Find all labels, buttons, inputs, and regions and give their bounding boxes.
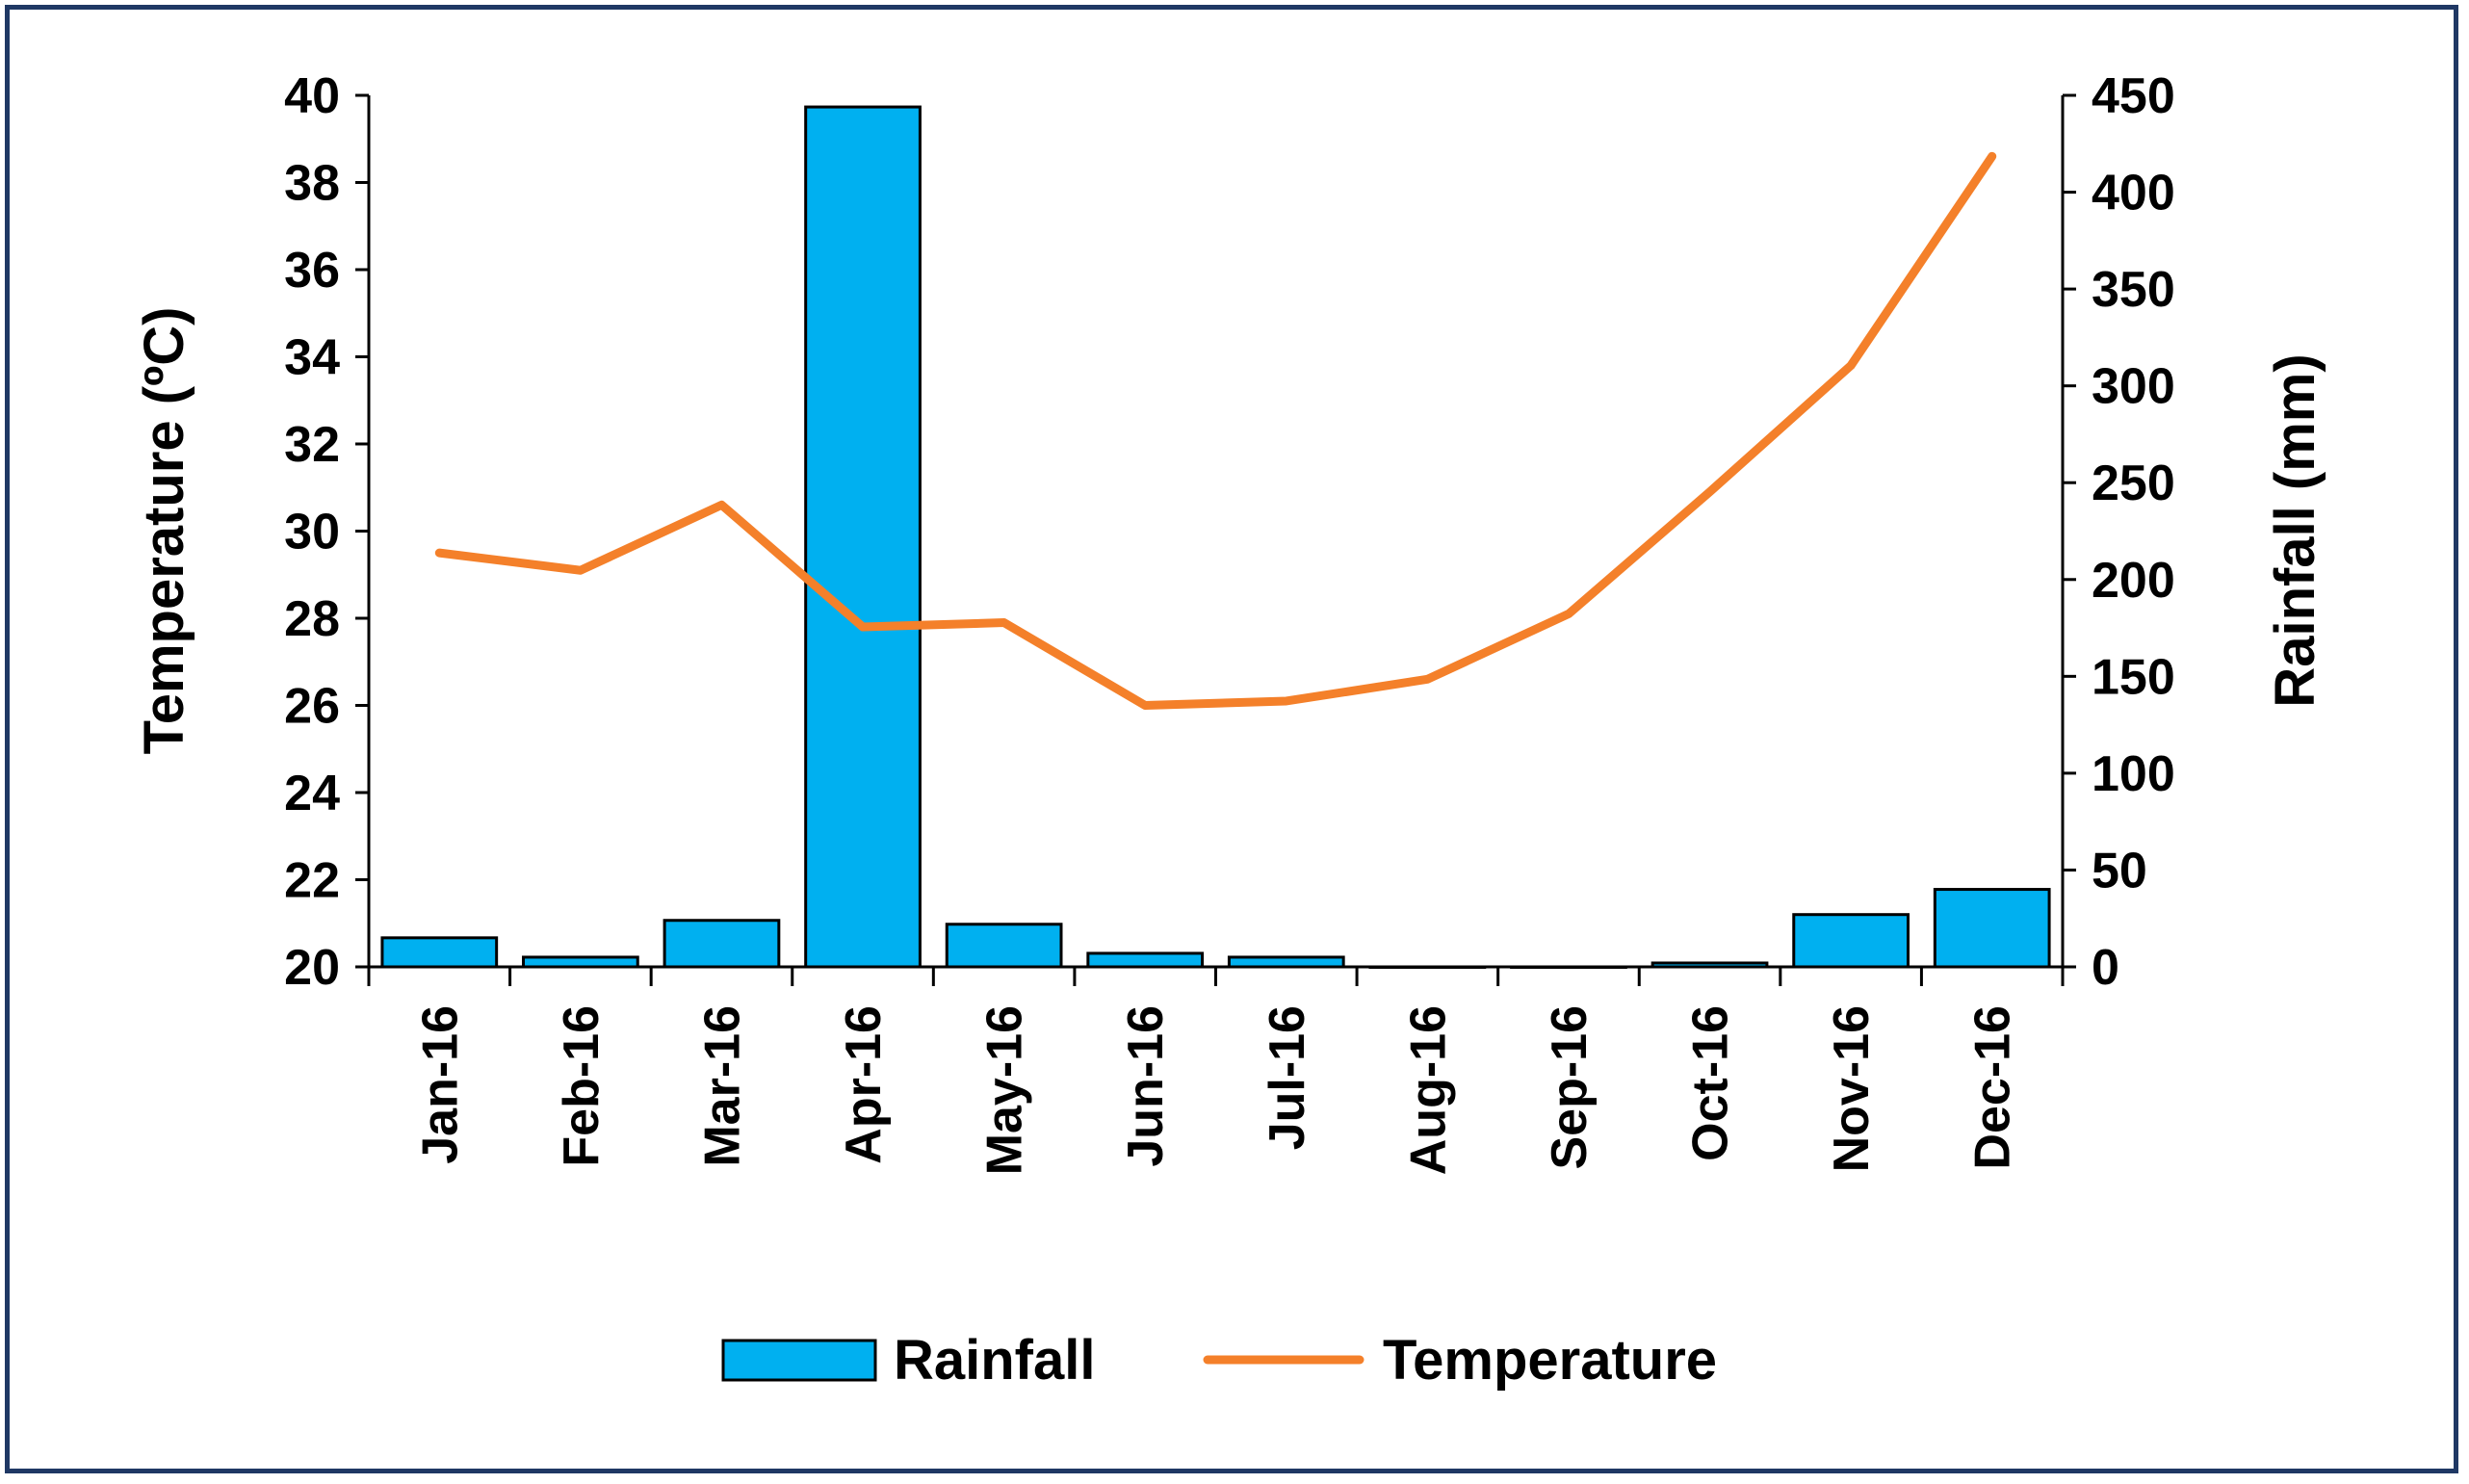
- left-tick-label: 26: [284, 679, 340, 735]
- x-tick-label: Jun-16: [1118, 1005, 1174, 1167]
- x-tick-label: Oct-16: [1683, 1005, 1739, 1161]
- left-tick-label: 28: [284, 591, 340, 647]
- left-axis-title: Temperature (ºC): [133, 307, 195, 755]
- left-tick-labels: 20 22 24 26 28 30 32 34 36 38 40: [284, 68, 340, 996]
- rainfall-bar: [663, 919, 781, 969]
- x-tick-label: Apr-16: [836, 1005, 892, 1164]
- right-tick-label: 150: [2092, 649, 2175, 705]
- right-tick-label: 250: [2092, 456, 2175, 511]
- left-tick-label: 22: [284, 853, 340, 909]
- rainfall-bar: [1792, 913, 1910, 969]
- axis-ticks: [355, 93, 2076, 986]
- rainfall-bar: [945, 923, 1063, 969]
- left-tick-label: 38: [284, 156, 340, 212]
- right-tick-label: 100: [2092, 746, 2175, 802]
- right-tick-label: 50: [2092, 843, 2147, 898]
- right-tick-label: 400: [2092, 166, 2175, 221]
- legend-temperature-label: Temperature: [1383, 1329, 1717, 1392]
- left-tick-label: 32: [284, 417, 340, 473]
- left-tick-label: 40: [284, 68, 340, 124]
- right-tick-label: 350: [2092, 262, 2175, 318]
- right-tick-label: 450: [2092, 68, 2175, 124]
- x-tick-label: Jul-16: [1260, 1005, 1315, 1150]
- x-tick-label: Nov-16: [1824, 1005, 1880, 1172]
- temperature-line: [434, 151, 1997, 710]
- right-axis-title: Rainfall (mm): [2264, 353, 2326, 707]
- x-tick-label: Jan-16: [412, 1005, 468, 1164]
- left-tick-label: 34: [284, 330, 340, 386]
- x-tick-label: Sep-16: [1542, 1005, 1598, 1170]
- right-tick-label: 0: [2092, 940, 2119, 996]
- rainfall-bar: [522, 955, 639, 969]
- rainfall-bar: [380, 936, 499, 969]
- legend-rainfall-label: Rainfall: [894, 1329, 1096, 1392]
- rainfall-bars: [380, 105, 2051, 969]
- chart-frame: [5, 5, 2458, 1473]
- rainfall-bar: [1227, 955, 1345, 969]
- x-tick-label: Dec-16: [1965, 1005, 2021, 1170]
- legend-rainfall-swatch: [721, 1339, 877, 1382]
- x-tick-label: Feb-16: [554, 1005, 610, 1167]
- x-tick-label: Mar-16: [694, 1005, 750, 1167]
- left-tick-label: 30: [284, 505, 340, 560]
- x-tick-labels: Jan-16 Feb-16 Mar-16 Apr-16 May-16 Jun-16 Jul-…: [412, 1005, 2020, 1175]
- legend: Rainfall Temperature: [721, 1329, 1717, 1392]
- right-tick-label: 300: [2092, 359, 2175, 415]
- left-tick-label: 36: [284, 243, 340, 299]
- right-tick-labels: 0 50 100 150 200 250 300 350 400 450: [2092, 68, 2175, 996]
- x-tick-label: May-16: [977, 1005, 1033, 1175]
- right-tick-label: 200: [2092, 553, 2175, 609]
- x-tick-label: Aug-16: [1400, 1005, 1456, 1175]
- left-tick-label: 20: [284, 940, 340, 996]
- rainfall-bar: [804, 105, 922, 969]
- rainfall-bar: [1086, 951, 1205, 969]
- left-tick-label: 24: [284, 766, 340, 821]
- rainfall-bar: [1933, 888, 2051, 969]
